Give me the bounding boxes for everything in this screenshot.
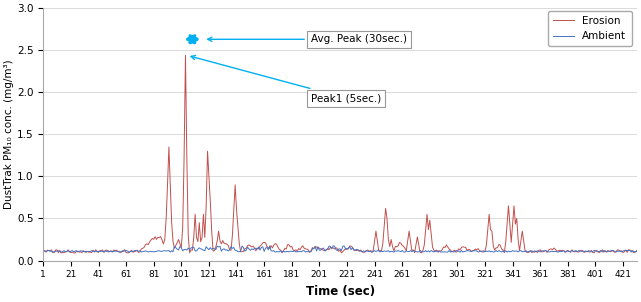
Ambient (592, 249, 599, 252)
Erosion (40, 250, 47, 254)
Ambient (64, 249, 72, 252)
X-axis label: Time (sec): Time (sec) (306, 285, 374, 298)
Line: Erosion: Erosion (44, 55, 637, 253)
Erosion (181, 53, 189, 57)
Legend: Erosion, Ambient: Erosion, Ambient (548, 11, 631, 47)
Erosion (599, 248, 606, 252)
Ambient (58, 250, 65, 254)
Erosion (249, 244, 257, 248)
Ambient (599, 250, 606, 254)
Ambient (329, 244, 337, 248)
Line: Ambient: Ambient (44, 246, 637, 252)
Y-axis label: DustTrak PM₁₀ conc. (mg/m³): DustTrak PM₁₀ conc. (mg/m³) (4, 59, 14, 209)
Erosion (58, 251, 65, 255)
Ambient (248, 247, 256, 251)
Erosion (592, 249, 599, 252)
Erosion (547, 247, 555, 251)
Erosion (64, 248, 72, 252)
Ambient (115, 250, 123, 254)
Erosion (633, 249, 640, 252)
Text: Peak1 (5sec.): Peak1 (5sec.) (191, 56, 381, 103)
Erosion (70, 251, 78, 255)
Ambient (633, 249, 640, 253)
Ambient (40, 250, 47, 254)
Ambient (547, 249, 555, 253)
Text: Avg. Peak (30sec.): Avg. Peak (30sec.) (208, 34, 407, 44)
